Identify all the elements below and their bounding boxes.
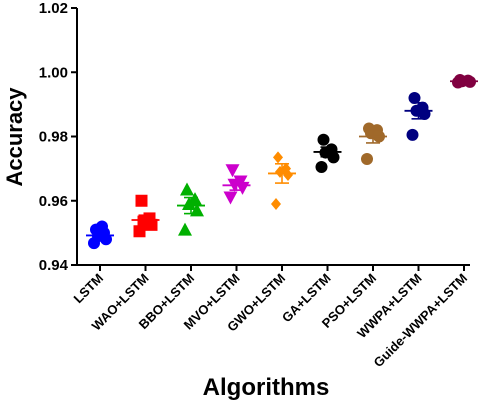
- series-group: [268, 151, 296, 210]
- series-group: [404, 91, 433, 141]
- data-point: [408, 91, 421, 104]
- series-group: [177, 182, 205, 236]
- data-point: [180, 182, 194, 196]
- y-tick-label: 1.00: [39, 64, 68, 81]
- series-group: [450, 73, 478, 89]
- y-tick-label: 0.98: [39, 129, 68, 146]
- data-point: [178, 222, 192, 236]
- y-tick-label: 0.94: [39, 257, 69, 274]
- series-group: [222, 164, 251, 205]
- data-point: [281, 162, 291, 175]
- y-tick-label: 1.02: [39, 0, 68, 17]
- data-point: [406, 128, 419, 141]
- series-group: [131, 194, 160, 238]
- data-point: [233, 175, 248, 189]
- data-point: [363, 122, 375, 135]
- data-marks: [86, 73, 478, 250]
- x-tick-label: LSTM: [70, 271, 106, 307]
- y-tick-label: 0.96: [39, 193, 68, 210]
- data-point: [273, 151, 283, 164]
- data-point: [133, 225, 146, 238]
- data-point: [361, 152, 373, 165]
- axes: 0.940.960.981.001.02LSTMWAO+LSTMBBO+LSTM…: [39, 0, 470, 370]
- x-axis-title: Algorithms: [203, 374, 330, 401]
- series-group: [359, 122, 387, 165]
- data-point: [315, 161, 328, 174]
- y-axis-title: Accuracy: [2, 87, 27, 187]
- data-point: [96, 220, 108, 233]
- data-point: [135, 194, 148, 207]
- data-point: [271, 197, 281, 210]
- data-point: [225, 164, 240, 178]
- series-group: [313, 133, 342, 174]
- series-group: [86, 220, 114, 250]
- x-tick-label: Guide-WWPA+LSTM: [371, 271, 471, 371]
- data-point: [317, 133, 330, 146]
- data-point: [223, 191, 238, 205]
